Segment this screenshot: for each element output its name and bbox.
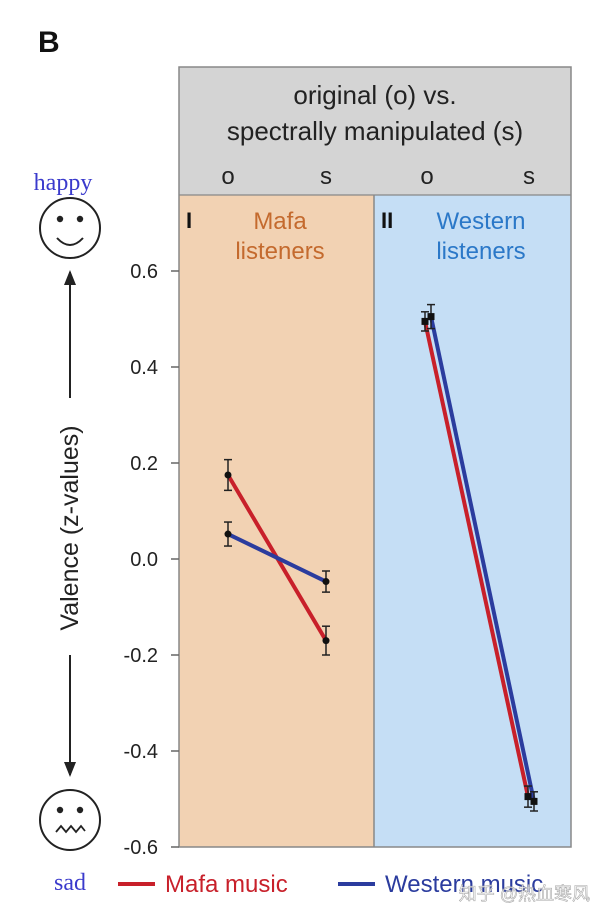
sad-label: sad	[54, 870, 86, 896]
y-tick-label: -0.2	[124, 645, 158, 667]
data-point	[530, 797, 538, 805]
series-line-II-western-music	[429, 316, 536, 802]
y-axis-title: Valence (z-values)	[56, 425, 84, 630]
header-band	[179, 67, 571, 195]
up-arrow-icon	[64, 270, 76, 398]
panel-letter: B	[38, 26, 60, 59]
data-point	[524, 793, 532, 801]
panel-II-numeral: II	[381, 208, 393, 233]
plot-frame	[178, 66, 572, 848]
series-line-II-mafa-music	[423, 320, 530, 798]
happy-face-icon	[39, 197, 101, 259]
panel-I-numeral: I	[186, 208, 192, 233]
data-layer	[224, 303, 538, 812]
data-point	[322, 578, 330, 586]
y-tick-label: 0.0	[130, 549, 158, 571]
happy-label: happy	[34, 170, 93, 196]
category-label-II-s: s	[523, 163, 535, 190]
data-point	[224, 471, 232, 479]
category-label-I-s: s	[320, 163, 332, 190]
watermark: 知乎 @热血寒风	[459, 884, 590, 904]
y-tick-label: 0.4	[130, 357, 158, 379]
legend-mafa-label: Mafa music	[165, 871, 288, 898]
data-point	[322, 637, 330, 645]
panel-I-title-line-2: listeners	[235, 238, 324, 265]
y-tick-label: 0.2	[130, 453, 158, 475]
header-line-2: spectrally manipulated (s)	[227, 116, 523, 146]
panel-I-title-line-1: Mafa	[253, 208, 307, 235]
panel-II-title-line-1: Western	[437, 208, 526, 235]
data-point	[224, 530, 232, 538]
panel-II-title-line-2: listeners	[436, 238, 525, 265]
series-line-I-western-music	[227, 532, 327, 584]
y-tick-label: 0.6	[130, 261, 158, 283]
y-axis: 0.6 0.4 0.2 0.0 -0.2 -0.4 -0.6	[124, 261, 158, 859]
category-label-II-o: o	[420, 163, 433, 190]
y-tick-label: -0.4	[124, 741, 158, 763]
data-point	[421, 317, 429, 325]
category-label-I-o: o	[221, 163, 234, 190]
sad-face-icon	[39, 789, 101, 851]
legend-western-label: Western music	[385, 871, 543, 898]
header-line-1: original (o) vs.	[293, 80, 456, 110]
down-arrow-icon	[64, 655, 76, 777]
data-point	[427, 313, 435, 321]
y-tick-marks	[171, 270, 179, 848]
panel-I-background	[179, 195, 374, 847]
y-tick-label: -0.6	[124, 837, 158, 859]
